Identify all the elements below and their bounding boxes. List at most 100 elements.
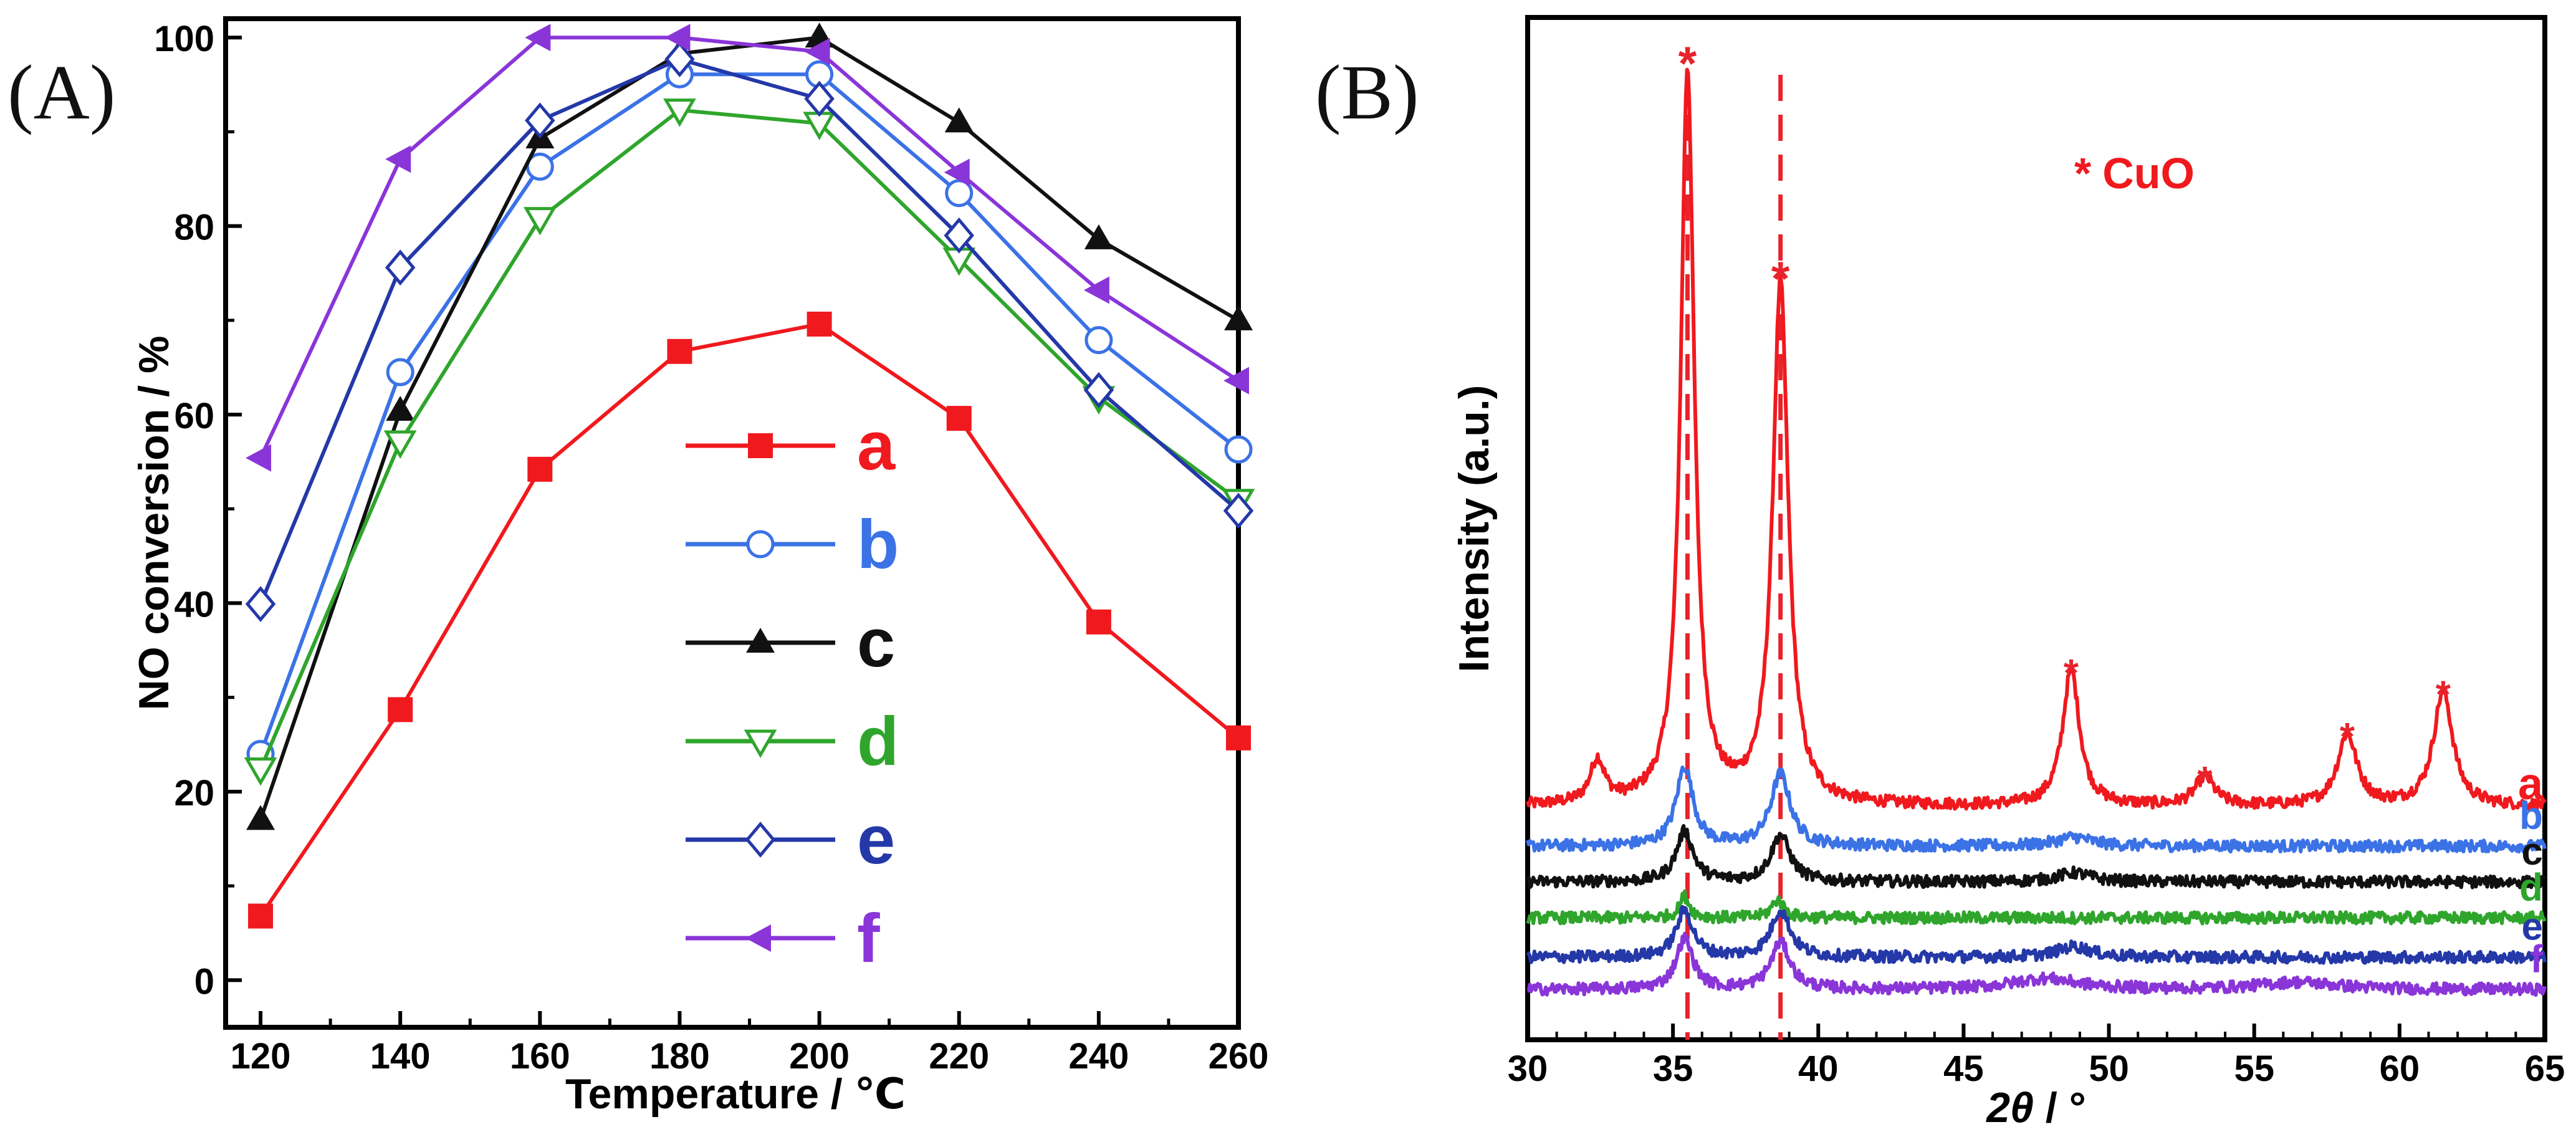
xrd-pattern-d <box>1526 889 2547 926</box>
x-tick-label: 140 <box>370 1036 431 1077</box>
data-point-marker <box>744 729 777 758</box>
data-point-marker <box>245 586 276 622</box>
panel-b-cuo-markers: * * * * * * <box>1678 37 2451 802</box>
data-point-marker <box>663 98 696 127</box>
panel-b-plot-frame <box>1525 15 2547 1042</box>
x-tick-label: 240 <box>1068 1036 1129 1077</box>
legend-entry-c: c <box>686 605 895 681</box>
x-tick-label: 60 <box>2380 1048 2420 1089</box>
legend-label: c <box>857 605 895 681</box>
data-point-marker <box>246 805 275 830</box>
cuo-peak-star: * <box>2436 674 2451 717</box>
data-point-marker <box>244 757 277 786</box>
data-point-marker <box>1224 305 1253 330</box>
curve-label-f: f <box>2530 938 2543 981</box>
data-point-marker <box>804 37 830 65</box>
data-point-marker <box>944 107 974 133</box>
panel-b-x-axis-label: 2θ / ° <box>1985 1084 2086 1131</box>
panel-b-cuo-legend: * CuO <box>2074 149 2195 198</box>
series-a <box>248 311 1251 929</box>
data-point-marker <box>944 217 974 254</box>
legend-entry-b: b <box>686 506 899 583</box>
panel-a-series-group <box>244 22 1255 929</box>
data-point-marker <box>525 102 555 139</box>
data-point-marker <box>664 24 691 52</box>
x-tick-label: 180 <box>649 1036 710 1077</box>
panel-b-series-group <box>1526 67 2547 997</box>
data-point-marker <box>1224 435 1253 464</box>
data-point-marker <box>1086 609 1111 635</box>
data-point-marker <box>1223 492 1254 529</box>
panel-a-no-conversion-chart: (A) 0 20 40 60 80 100 120 140 160 180 200 220 240 26… <box>7 16 1269 1118</box>
cuo-legend-star: * <box>2074 149 2092 198</box>
panel-b-x-axis-symbol: 2θ <box>1985 1084 2034 1131</box>
legend-label: b <box>857 506 899 583</box>
data-point-marker <box>386 358 414 386</box>
data-point-marker <box>804 80 835 117</box>
cuo-peak-star: * <box>2064 652 2079 695</box>
y-tick-label: 100 <box>154 19 214 59</box>
y-tick-label: 0 <box>194 961 214 1002</box>
data-point-marker <box>1223 367 1249 395</box>
data-point-marker <box>1083 276 1109 304</box>
x-tick-label: 45 <box>1943 1048 1984 1089</box>
data-point-marker <box>246 444 272 472</box>
data-point-marker <box>745 822 776 858</box>
x-tick-label: 40 <box>1798 1048 1839 1089</box>
data-point-marker <box>525 24 551 52</box>
panel-b-y-axis-label: Intensity (a.u.) <box>1450 385 1498 673</box>
panel-a-label: (A) <box>7 50 116 136</box>
legend-label: e <box>857 802 895 878</box>
x-tick-label: 65 <box>2525 1048 2565 1089</box>
curve-label-a: a <box>2518 759 2544 809</box>
series-line-a <box>259 322 1240 918</box>
panel-a-y-axis-label: NO conversion / % <box>130 336 178 711</box>
legend-label: f <box>857 900 880 977</box>
data-point-marker <box>746 628 775 653</box>
legend-label: d <box>857 703 899 780</box>
curve-label-c: c <box>2522 830 2543 873</box>
x-tick-label: 160 <box>510 1036 570 1077</box>
series-line-f <box>259 36 1240 459</box>
data-point-marker <box>745 924 771 952</box>
x-tick-label: 50 <box>2089 1048 2129 1089</box>
series-f <box>246 24 1249 472</box>
xrd-pattern-f <box>1526 931 2547 997</box>
data-point-marker <box>746 530 775 559</box>
panel-a-x-axis-label: Temperature / ℃ <box>565 1070 906 1118</box>
xrd-pattern-a <box>1526 67 2547 812</box>
data-point-marker <box>944 158 970 186</box>
panel-a-x-axis: 120 140 160 180 200 220 240 260 <box>231 1011 1269 1077</box>
data-point-marker <box>1226 725 1251 751</box>
series-line-d <box>259 108 1240 770</box>
data-point-marker <box>748 433 773 458</box>
cuo-legend-text: CuO <box>2102 149 2195 198</box>
series-b <box>246 60 1253 768</box>
data-point-marker <box>386 396 415 421</box>
cuo-peak-star: * <box>2340 716 2355 759</box>
data-point-marker <box>945 179 974 208</box>
y-tick-label: 60 <box>174 396 214 436</box>
xrd-pattern-c <box>1526 823 2546 890</box>
x-tick-label: 260 <box>1209 1036 1269 1077</box>
panel-b-x-axis: 30 35 40 45 50 55 60 65 <box>1508 1024 2565 1089</box>
data-point-marker <box>385 249 416 286</box>
x-tick-label: 30 <box>1508 1048 1548 1089</box>
series-line-e <box>259 57 1240 605</box>
data-point-marker <box>946 406 972 431</box>
x-tick-label: 55 <box>2234 1048 2274 1089</box>
panel-b-x-axis-unit: / ° <box>2034 1084 2086 1131</box>
data-point-marker <box>1085 326 1113 355</box>
cuo-peak-star: * <box>1771 252 1790 305</box>
data-point-marker <box>385 145 411 173</box>
data-point-marker <box>667 338 692 364</box>
legend-entry-f: f <box>686 900 880 977</box>
y-tick-label: 20 <box>174 773 214 813</box>
x-tick-label: 35 <box>1653 1048 1693 1089</box>
legend-entry-a: a <box>686 408 896 484</box>
